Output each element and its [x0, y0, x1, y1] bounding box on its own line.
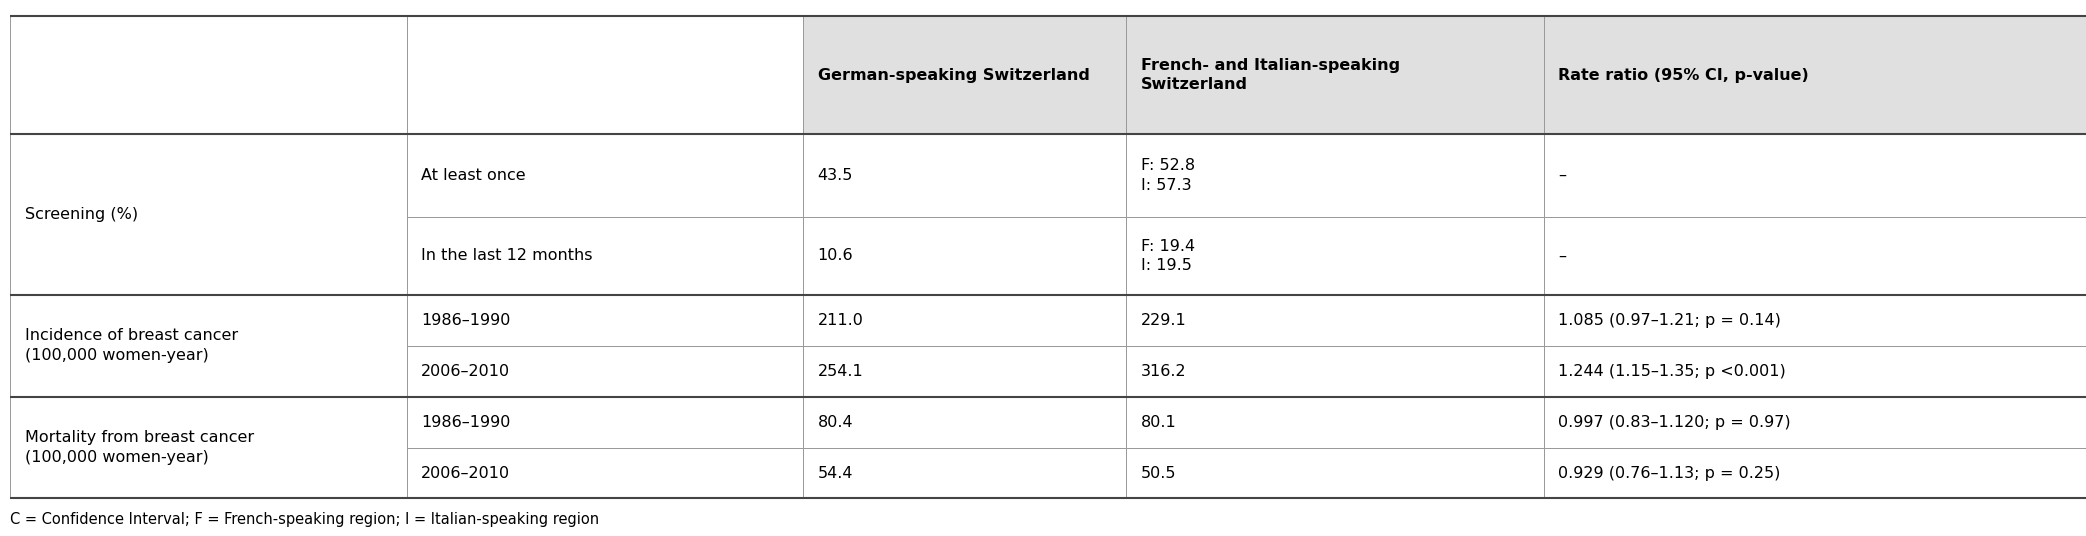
Bar [1544, 295, 2086, 346]
Bar [1126, 295, 1544, 346]
Bar [1544, 134, 2086, 217]
Bar [1126, 16, 1544, 134]
Bar [407, 217, 803, 295]
Text: F: 19.4
I: 19.5: F: 19.4 I: 19.5 [1141, 239, 1195, 273]
Bar [803, 217, 1126, 295]
Bar [803, 295, 1126, 346]
Text: Rate ratio (95% CI, p-value): Rate ratio (95% CI, p-value) [1558, 68, 1809, 83]
Text: At least once: At least once [421, 168, 526, 183]
Bar [1544, 397, 2086, 448]
Bar [407, 16, 803, 134]
Text: 0.929 (0.76–1.13; p = 0.25): 0.929 (0.76–1.13; p = 0.25) [1558, 466, 1781, 480]
Text: 2006–2010: 2006–2010 [421, 466, 511, 480]
Bar [10, 16, 407, 134]
Bar [10, 397, 407, 498]
Bar [1126, 448, 1544, 498]
Text: 1.244 (1.15–1.35; p <0.001): 1.244 (1.15–1.35; p <0.001) [1558, 364, 1786, 378]
Text: French- and Italian-speaking
Switzerland: French- and Italian-speaking Switzerland [1141, 58, 1400, 92]
Bar [407, 397, 803, 448]
Text: 2006–2010: 2006–2010 [421, 364, 511, 378]
Bar [1126, 346, 1544, 397]
Text: 54.4: 54.4 [818, 466, 853, 480]
Bar [803, 134, 1126, 217]
Bar [1544, 346, 2086, 397]
Text: 43.5: 43.5 [818, 168, 853, 183]
Bar [1126, 397, 1544, 448]
Text: 254.1: 254.1 [818, 364, 864, 378]
Text: 80.1: 80.1 [1141, 415, 1177, 429]
Bar [407, 346, 803, 397]
Text: In the last 12 months: In the last 12 months [421, 249, 592, 263]
Text: German-speaking Switzerland: German-speaking Switzerland [818, 68, 1089, 83]
Bar [1544, 16, 2086, 134]
Bar [1544, 448, 2086, 498]
Bar [803, 346, 1126, 397]
Bar [407, 134, 803, 217]
Text: Mortality from breast cancer
(100,000 women-year): Mortality from breast cancer (100,000 wo… [25, 430, 254, 465]
Bar [1126, 217, 1544, 295]
Text: 80.4: 80.4 [818, 415, 853, 429]
Text: 10.6: 10.6 [818, 249, 853, 263]
Text: 229.1: 229.1 [1141, 313, 1187, 327]
Bar [407, 448, 803, 498]
Bar [1544, 217, 2086, 295]
Text: 1986–1990: 1986–1990 [421, 415, 511, 429]
Text: F: 52.8
I: 57.3: F: 52.8 I: 57.3 [1141, 158, 1195, 193]
Text: 211.0: 211.0 [818, 313, 864, 327]
Text: C = Confidence Interval; F = French-speaking region; I = Italian-speaking region: C = Confidence Interval; F = French-spea… [10, 512, 599, 527]
Text: Incidence of breast cancer
(100,000 women-year): Incidence of breast cancer (100,000 wome… [25, 329, 238, 363]
Text: Screening (%): Screening (%) [25, 207, 138, 222]
Bar [1126, 134, 1544, 217]
Bar [407, 295, 803, 346]
Bar [803, 16, 1126, 134]
Bar [803, 397, 1126, 448]
Text: 0.997 (0.83–1.120; p = 0.97): 0.997 (0.83–1.120; p = 0.97) [1558, 415, 1792, 429]
Text: 1986–1990: 1986–1990 [421, 313, 511, 327]
Text: 316.2: 316.2 [1141, 364, 1187, 378]
Text: –: – [1558, 168, 1567, 183]
Text: 1.085 (0.97–1.21; p = 0.14): 1.085 (0.97–1.21; p = 0.14) [1558, 313, 1781, 327]
Bar [803, 448, 1126, 498]
Text: –: – [1558, 249, 1567, 263]
Bar [10, 295, 407, 397]
Text: 50.5: 50.5 [1141, 466, 1177, 480]
Bar [10, 134, 407, 295]
